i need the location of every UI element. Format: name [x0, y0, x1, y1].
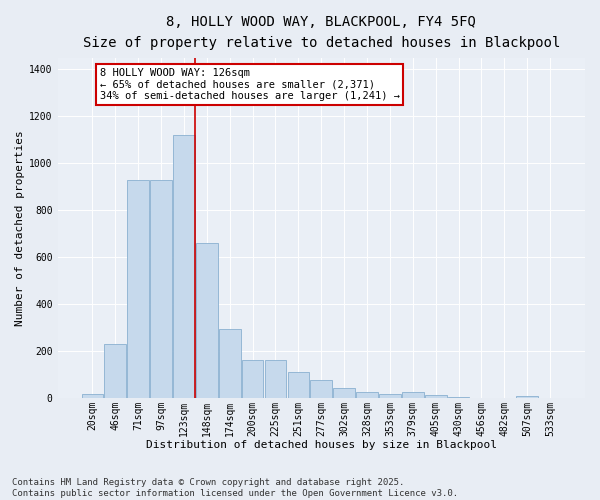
Bar: [104, 344, 126, 398]
Bar: [150, 180, 172, 398]
Bar: [356, 392, 378, 398]
Title: 8, HOLLY WOOD WAY, BLACKPOOL, FY4 5FQ
Size of property relative to detached hous: 8, HOLLY WOOD WAY, BLACKPOOL, FY4 5FQ Si…: [83, 15, 560, 50]
Bar: [310, 380, 332, 398]
Bar: [333, 388, 355, 398]
Bar: [82, 394, 103, 398]
Bar: [402, 392, 424, 398]
Bar: [287, 372, 309, 398]
Bar: [379, 394, 401, 398]
X-axis label: Distribution of detached houses by size in Blackpool: Distribution of detached houses by size …: [146, 440, 497, 450]
Bar: [242, 360, 263, 398]
Bar: [196, 243, 218, 398]
Bar: [265, 360, 286, 398]
Text: 8 HOLLY WOOD WAY: 126sqm
← 65% of detached houses are smaller (2,371)
34% of sem: 8 HOLLY WOOD WAY: 126sqm ← 65% of detach…: [100, 68, 400, 101]
Bar: [219, 328, 241, 398]
Bar: [448, 396, 469, 398]
Y-axis label: Number of detached properties: Number of detached properties: [15, 130, 25, 326]
Bar: [425, 396, 446, 398]
Bar: [517, 396, 538, 398]
Text: Contains HM Land Registry data © Crown copyright and database right 2025.
Contai: Contains HM Land Registry data © Crown c…: [12, 478, 458, 498]
Bar: [173, 135, 195, 398]
Bar: [127, 180, 149, 398]
